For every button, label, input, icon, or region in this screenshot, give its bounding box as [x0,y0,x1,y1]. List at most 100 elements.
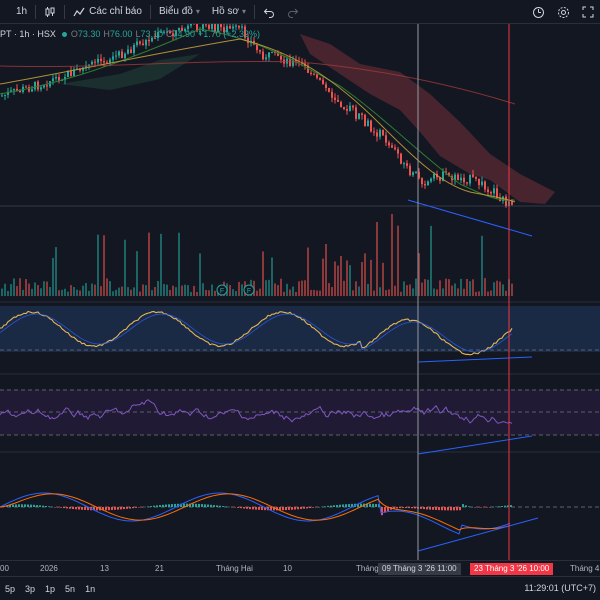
candle-body [160,31,162,33]
volume-bar [214,290,216,296]
osc-trendline[interactable] [417,356,533,363]
volume-bar [256,290,258,296]
candle-body [112,56,114,60]
replay-button[interactable] [526,0,551,24]
ichimoku-cloud [300,34,555,204]
fullscreen-button[interactable] [576,0,600,24]
range-1n-button[interactable]: 1n [85,583,96,594]
range-1p-button[interactable]: 1p [45,583,56,594]
candle-body [334,97,336,100]
candle-body [310,72,312,74]
undo-button[interactable] [257,0,281,24]
volume-bar [370,259,372,296]
candle-body [463,177,465,183]
volume-bar [31,288,33,296]
macd-histogram-bar [15,504,17,507]
price-trendline[interactable] [407,199,533,237]
macd-histogram-bar [426,507,428,510]
volume-bar [103,235,105,296]
volume-bar [367,283,369,296]
macd-histogram-bar [492,506,494,508]
macd-histogram-bar [423,507,425,510]
clock-timezone[interactable]: 11:29:01 (UTC+7) [524,583,596,593]
chart-area[interactable]: F F [0,19,600,576]
redo-button[interactable] [281,0,305,24]
range-5n-button[interactable]: 5n [65,583,76,594]
volume-bar [196,291,198,296]
candle-body [292,59,294,66]
candle-body [259,50,261,52]
macd-histogram-bar [474,507,476,508]
macd-line [0,492,511,535]
range-3p-button[interactable]: 3p [25,583,36,594]
interval-button[interactable]: 1h [0,0,33,24]
macd-histogram-bar [72,507,74,510]
candle-body [85,65,87,68]
candle-body [340,101,342,108]
volume-bar [388,289,390,296]
volume-bar [409,284,411,296]
macd-histogram-bar [54,507,56,508]
volume-bar [178,232,180,296]
candles-chart-type-button[interactable] [38,0,62,24]
volume-bar [241,284,243,296]
macd-histogram-bar [285,507,287,511]
volume-bar [76,289,78,296]
candle-body [295,59,297,61]
candle-body [139,41,141,44]
macd-histogram-bar [132,507,134,509]
candle-body [346,109,348,111]
candle-body [394,147,396,150]
volume-bar [394,285,396,296]
macd-trendline[interactable] [417,517,539,552]
volume-bar [88,290,90,296]
stochastic-signal-line [0,313,513,353]
macd-histogram-bar [270,507,272,511]
macd-histogram-bar [351,503,353,507]
event-marker[interactable]: F [243,284,255,296]
candle-body [37,81,39,90]
volume-bar [109,281,111,296]
candle-body [205,24,207,26]
time-axis[interactable]: 00 2026 13 21 Tháng Hai 10 Tháng Tháng 4… [0,560,600,576]
candle-body [265,57,267,60]
candle-body [88,64,90,66]
candle-body [472,174,474,177]
chart-canvas[interactable]: F F [0,19,600,560]
volume-bar [280,278,282,296]
settings-button[interactable] [551,0,576,24]
volume-bar [85,283,87,296]
rsi-trendline[interactable] [417,435,533,455]
macd-histogram-bar [18,504,20,507]
volume-bar [385,290,387,296]
range-5p-button[interactable]: 5p [5,583,16,594]
volume-bar [304,280,306,296]
macd-signal-line [0,493,511,531]
macd-histogram-bar [300,507,302,510]
volume-bar [322,258,324,296]
volume-bar [97,234,99,296]
candle-body [25,86,27,88]
candle-body [67,70,69,77]
candle-body [412,172,414,176]
candle-body [97,58,99,63]
macd-histogram-bar [381,507,383,516]
macd-histogram-bar [324,506,326,507]
volume-bar [16,286,18,296]
macd-histogram-bar [102,507,104,511]
chart-type-menu-button[interactable]: Biểu đồ ▾ [153,0,206,24]
candle-body [289,58,291,66]
macd-histogram-bar [480,507,482,508]
chart-type-label: Biểu đồ [158,6,193,17]
candle-body [424,184,426,186]
macd-histogram-bar [243,507,245,509]
volume-bar [469,281,471,296]
macd-histogram-bar [399,507,401,509]
profile-menu-button[interactable]: Hồ sơ ▾ [206,0,252,24]
candle-body [40,87,42,90]
crosshair-left-time-label: 09 Tháng 3 '26 11:00 [378,563,461,575]
event-marker[interactable]: F [216,284,228,296]
indicators-button[interactable]: Các chỉ báo [67,0,148,24]
symbol-title[interactable]: PT · 1h · HSX [0,29,56,39]
macd-histogram-bar [147,506,149,507]
